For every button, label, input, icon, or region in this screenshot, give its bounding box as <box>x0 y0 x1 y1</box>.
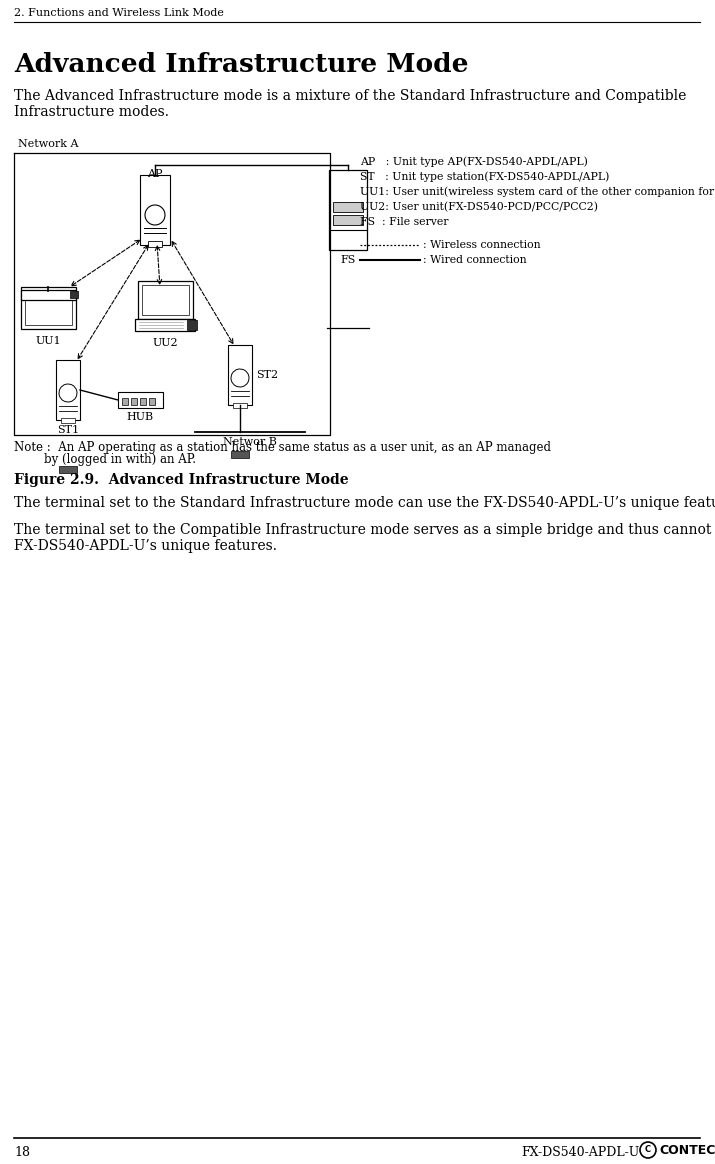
Ellipse shape <box>59 384 77 402</box>
Bar <box>187 320 197 331</box>
Text: Networ B: Networ B <box>223 436 277 447</box>
Bar <box>135 319 195 331</box>
Ellipse shape <box>145 205 165 225</box>
Bar <box>137 281 192 319</box>
Text: UU1: User unit(wireless system card of the other companion for Wi-Fi): UU1: User unit(wireless system card of t… <box>360 186 715 197</box>
Text: UU1: UU1 <box>35 336 61 346</box>
Text: : Wireless connection: : Wireless connection <box>423 240 541 250</box>
Text: The terminal set to the Compatible Infrastructure mode serves as a simple bridge: The terminal set to the Compatible Infra… <box>14 523 715 537</box>
Text: Infrastructure modes.: Infrastructure modes. <box>14 105 169 119</box>
Text: Figure 2.9.  Advanced Infrastructure Mode: Figure 2.9. Advanced Infrastructure Mode <box>14 473 349 487</box>
Bar <box>333 203 363 212</box>
Bar <box>140 175 170 244</box>
Text: UU2: User unit(FX-DS540-PCD/PCC/PCC2): UU2: User unit(FX-DS540-PCD/PCC/PCC2) <box>360 201 598 212</box>
Bar <box>69 291 77 298</box>
Text: FS  : File server: FS : File server <box>360 217 448 227</box>
Bar <box>228 345 252 405</box>
Bar <box>117 392 162 409</box>
Text: ST2: ST2 <box>256 370 278 379</box>
Text: C: C <box>645 1145 651 1155</box>
Bar <box>142 285 189 315</box>
Text: FX-DS540-APDL-U: FX-DS540-APDL-U <box>522 1145 640 1158</box>
Text: : Wired connection: : Wired connection <box>423 255 527 265</box>
Text: Advanced Infrastructure Mode: Advanced Infrastructure Mode <box>14 52 468 78</box>
Ellipse shape <box>231 369 249 386</box>
Bar <box>148 241 162 247</box>
Bar <box>131 398 137 405</box>
Text: Note :  An AP operating as a station has the same status as a user unit, as an A: Note : An AP operating as a station has … <box>14 440 551 454</box>
Bar <box>61 418 75 423</box>
Bar <box>122 398 127 405</box>
Text: ST1: ST1 <box>57 425 79 435</box>
Bar <box>21 290 76 300</box>
Text: AP   : Unit type AP(FX-DS540-APDL/APL): AP : Unit type AP(FX-DS540-APDL/APL) <box>360 157 588 168</box>
Bar <box>24 291 72 325</box>
Bar <box>231 450 249 457</box>
Text: AP: AP <box>147 169 163 179</box>
Text: 2. Functions and Wireless Link Mode: 2. Functions and Wireless Link Mode <box>14 8 224 17</box>
Bar <box>333 215 363 225</box>
Bar <box>139 398 145 405</box>
Text: 18: 18 <box>14 1145 30 1158</box>
Text: HUB: HUB <box>127 412 154 423</box>
Text: FX-DS540-APDL-U’s unique features.: FX-DS540-APDL-U’s unique features. <box>14 539 277 553</box>
Bar <box>233 403 247 409</box>
Bar <box>59 466 77 473</box>
Bar <box>21 288 76 329</box>
Bar <box>56 360 80 420</box>
Text: The terminal set to the Standard Infrastructure mode can use the FX-DS540-APDL-U: The terminal set to the Standard Infrast… <box>14 496 715 510</box>
Text: UU2: UU2 <box>152 338 178 348</box>
Bar <box>329 170 367 250</box>
Text: ST   : Unit type station(FX-DS540-APDL/APL): ST : Unit type station(FX-DS540-APDL/APL… <box>360 172 609 183</box>
Text: CONTEC: CONTEC <box>659 1143 715 1157</box>
Text: by (logged in with) an AP.: by (logged in with) an AP. <box>14 454 196 467</box>
Text: The Advanced Infrastructure mode is a mixture of the Standard Infrastructure and: The Advanced Infrastructure mode is a mi… <box>14 88 686 102</box>
Bar <box>149 398 154 405</box>
Text: Network A: Network A <box>18 139 79 149</box>
Text: FS: FS <box>340 255 355 265</box>
Bar <box>143 299 167 307</box>
